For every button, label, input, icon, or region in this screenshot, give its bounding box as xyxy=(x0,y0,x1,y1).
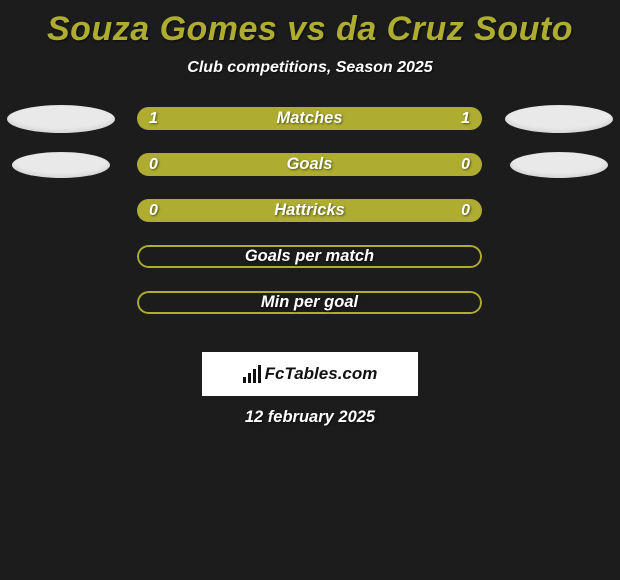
bar-fill xyxy=(137,153,482,176)
bar-fill xyxy=(137,199,482,222)
comparison-chart: 1 Matches 1 0 Goals 0 0 Hattricks 0 xyxy=(0,107,620,337)
site-logo-text: FcTables.com xyxy=(265,364,378,384)
subtitle: Club competitions, Season 2025 xyxy=(0,59,620,77)
player-marker-right-1 xyxy=(510,152,608,178)
stat-row-goals-per-match: Goals per match xyxy=(0,245,620,291)
stat-row-hattricks: 0 Hattricks 0 xyxy=(0,199,620,245)
stat-right-value: 0 xyxy=(461,199,470,222)
stat-row-min-per-goal: Min per goal xyxy=(0,291,620,337)
player-marker-left-1 xyxy=(12,152,110,178)
generation-date: 12 february 2025 xyxy=(0,408,620,427)
bar-track xyxy=(137,245,482,268)
player-marker-left-0 xyxy=(7,105,115,133)
bar-track xyxy=(137,291,482,314)
stat-right-value: 1 xyxy=(461,107,470,130)
stat-left-value: 0 xyxy=(149,199,158,222)
stat-left-value: 0 xyxy=(149,153,158,176)
bar-track xyxy=(137,107,482,130)
bar-fill xyxy=(137,291,482,314)
bars-icon xyxy=(243,365,261,383)
page-title: Souza Gomes vs da Cruz Souto xyxy=(0,0,620,49)
bar-track xyxy=(137,153,482,176)
bar-fill xyxy=(137,245,482,268)
stat-left-value: 1 xyxy=(149,107,158,130)
site-logo: FcTables.com xyxy=(202,352,418,396)
bar-fill xyxy=(137,107,482,130)
bar-track xyxy=(137,199,482,222)
stat-right-value: 0 xyxy=(461,153,470,176)
player-marker-right-0 xyxy=(505,105,613,133)
